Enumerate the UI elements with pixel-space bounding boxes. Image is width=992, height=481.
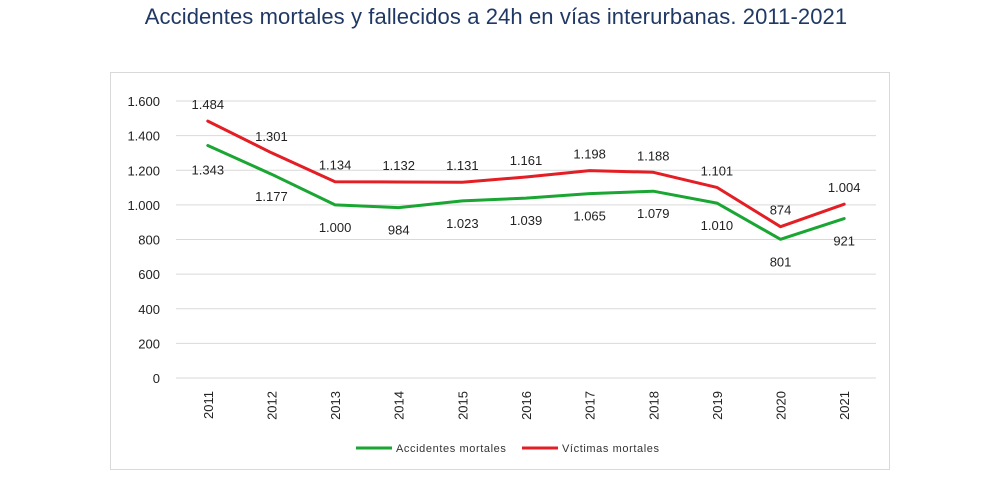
data-label: 1.188 — [637, 148, 670, 163]
data-label: 984 — [388, 223, 410, 238]
y-tick-label: 1.400 — [127, 129, 160, 144]
series-line-0 — [206, 144, 846, 241]
x-tick-label: 2021 — [837, 391, 852, 420]
x-tick-label: 2020 — [774, 391, 789, 420]
x-tick-label: 2015 — [455, 391, 470, 420]
y-tick-label: 800 — [138, 233, 160, 248]
y-tick-label: 1.600 — [127, 94, 160, 109]
legend-label: Accidentes mortales — [396, 443, 506, 455]
x-tick-label: 2017 — [583, 391, 598, 420]
x-tick-label: 2011 — [201, 391, 216, 419]
data-label: 921 — [833, 234, 855, 249]
data-label: 1.004 — [828, 180, 861, 195]
series-line-1 — [206, 119, 846, 229]
data-label: 1.484 — [192, 97, 225, 112]
data-label: 1.134 — [319, 158, 352, 173]
data-label: 801 — [770, 254, 792, 269]
x-tick-label: 2013 — [328, 391, 343, 420]
legend-label: Víctimas mortales — [562, 443, 660, 455]
data-label: 1.010 — [701, 218, 734, 233]
data-label: 1.198 — [573, 147, 606, 162]
data-label: 1.065 — [573, 209, 606, 224]
x-tick-label: 2019 — [710, 391, 725, 420]
data-label: 1.132 — [382, 158, 415, 173]
data-label: 1.301 — [255, 129, 288, 144]
x-tick-label: 2018 — [646, 391, 661, 420]
data-label: 1.000 — [319, 220, 352, 235]
data-label: 1.023 — [446, 216, 479, 231]
data-label: 1.101 — [701, 163, 734, 178]
y-tick-label: 0 — [153, 371, 160, 386]
data-label: 1.177 — [255, 189, 288, 204]
y-tick-label: 1.000 — [127, 198, 160, 213]
data-label: 1.161 — [510, 153, 543, 168]
data-label: 1.079 — [637, 206, 670, 221]
data-label: 874 — [770, 203, 792, 218]
y-tick-label: 400 — [138, 302, 160, 317]
y-tick-label: 600 — [138, 267, 160, 282]
data-label: 1.343 — [192, 162, 225, 177]
y-tick-label: 1.200 — [127, 163, 160, 178]
page-title: Accidentes mortales y fallecidos a 24h e… — [144, 4, 848, 29]
x-tick-label: 2016 — [519, 391, 534, 420]
x-tick-label: 2012 — [264, 391, 279, 420]
data-label: 1.131 — [446, 158, 479, 173]
y-tick-label: 200 — [138, 336, 160, 351]
data-label: 1.039 — [510, 213, 543, 228]
x-tick-label: 2014 — [392, 391, 407, 420]
